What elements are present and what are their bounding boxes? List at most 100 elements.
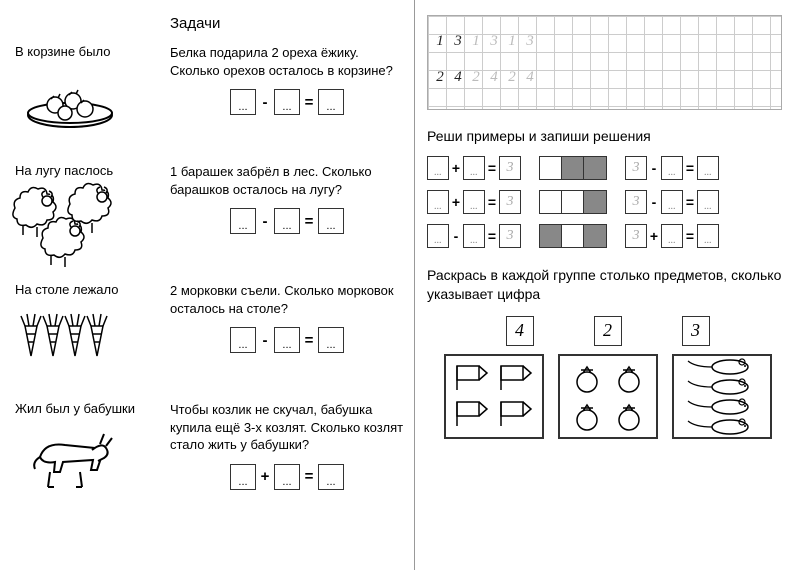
- operand-box[interactable]: ...: [230, 208, 256, 234]
- example-row: ... + ... = 3 3 - ... = ...: [427, 156, 788, 180]
- workbook-spread: Задачи В корзине было: [0, 0, 800, 570]
- pouches-group[interactable]: [558, 354, 658, 439]
- right-page: 1 3 1 3 1 3 2 4 2 4 2 4 Реши примеры и з…: [415, 0, 800, 570]
- operand: 3: [625, 190, 647, 214]
- equals: =: [485, 194, 499, 210]
- mouse-icon: [680, 377, 760, 395]
- result-box[interactable]: ...: [318, 464, 344, 490]
- color-cell: [562, 225, 584, 247]
- flag-icon: [453, 398, 491, 428]
- digit: 1: [431, 33, 449, 51]
- operator: -: [258, 213, 272, 230]
- operand[interactable]: ...: [463, 156, 485, 180]
- operand[interactable]: ...: [661, 156, 683, 180]
- count-number: 3: [682, 316, 710, 346]
- equation-boxes: ... - ... = ...: [230, 208, 404, 234]
- operator: -: [258, 332, 272, 349]
- mice-group[interactable]: [672, 354, 772, 439]
- flags-group[interactable]: [444, 354, 544, 439]
- operator: +: [647, 228, 661, 244]
- result[interactable]: ...: [697, 156, 719, 180]
- task-text: 1 барашек забрёл в лес. Сколько барашков…: [170, 163, 404, 198]
- task-right: Белка подарила 2 ореха ёжику. Сколько ор…: [170, 44, 404, 149]
- operator: +: [449, 194, 463, 210]
- section-solve: Реши примеры и запиши решения: [427, 128, 788, 144]
- mouse-icon: [680, 397, 760, 415]
- digit-trace: 1: [503, 33, 521, 51]
- task-text: Белка подарила 2 ореха ёжику. Сколько ор…: [170, 44, 404, 79]
- operand-box[interactable]: ...: [230, 464, 256, 490]
- pouch-icon: [569, 362, 605, 394]
- result[interactable]: ...: [697, 224, 719, 248]
- result[interactable]: ...: [697, 190, 719, 214]
- pouch-icon: [569, 400, 605, 432]
- operator: -: [647, 160, 661, 176]
- task-left: На столе лежало: [15, 282, 170, 387]
- example-row: ... - ... = 3 3 + ... = ...: [427, 224, 788, 248]
- task-right: Чтобы козлик не скучал, бабушка купила е…: [170, 401, 404, 501]
- equals: =: [683, 194, 697, 210]
- operand-box[interactable]: ...: [230, 327, 256, 353]
- left-equation: ... + ... = 3: [427, 190, 521, 214]
- right-equation: 3 + ... = ...: [625, 224, 719, 248]
- result-box[interactable]: ...: [318, 327, 344, 353]
- color-cell: [584, 225, 606, 247]
- operator: -: [258, 94, 272, 111]
- operand-box[interactable]: ...: [274, 89, 300, 115]
- equals: =: [683, 160, 697, 176]
- color-cell: [562, 191, 584, 213]
- color-cell: [584, 157, 606, 179]
- color-strip: [539, 190, 607, 214]
- result-box[interactable]: ...: [318, 89, 344, 115]
- color-strip: [539, 156, 607, 180]
- flag-icon: [453, 362, 491, 392]
- operand-box[interactable]: ...: [274, 464, 300, 490]
- count-boxes: 4 2 3: [427, 316, 788, 346]
- operand[interactable]: ...: [661, 190, 683, 214]
- digit-trace: 2: [503, 69, 521, 87]
- task-text: Чтобы козлик не скучал, бабушка купила е…: [170, 401, 404, 454]
- operator: -: [647, 194, 661, 210]
- section-color: Раскрась в каждой группе столько предмет…: [427, 266, 788, 304]
- result-box[interactable]: ...: [318, 208, 344, 234]
- digit-trace: 3: [485, 33, 503, 51]
- pouch-icon: [611, 362, 647, 394]
- pouch-icon: [611, 400, 647, 432]
- task-label: На лугу паслось: [15, 163, 170, 178]
- operand[interactable]: ...: [661, 224, 683, 248]
- writing-grid[interactable]: 1 3 1 3 1 3 2 4 2 4 2 4: [427, 15, 782, 110]
- color-strip: [539, 224, 607, 248]
- task-label: В корзине было: [15, 44, 170, 59]
- result: 3: [499, 156, 521, 180]
- right-equation: 3 - ... = ...: [625, 190, 719, 214]
- task-left: В корзине было: [15, 44, 170, 149]
- digit-trace: 4: [521, 69, 539, 87]
- operand-box[interactable]: ...: [274, 208, 300, 234]
- operand[interactable]: ...: [427, 190, 449, 214]
- mouse-icon: [680, 357, 760, 375]
- example-row: ... + ... = 3 3 - ... = ...: [427, 190, 788, 214]
- operator: +: [449, 160, 463, 176]
- operand[interactable]: ...: [463, 190, 485, 214]
- count-number: 2: [594, 316, 622, 346]
- digit-trace: 3: [521, 33, 539, 51]
- task-label: Жил был у бабушки: [15, 401, 170, 416]
- task-left: Жил был у бабушки: [15, 401, 170, 501]
- operand: 3: [625, 224, 647, 248]
- color-cell: [584, 191, 606, 213]
- color-cell: [540, 191, 562, 213]
- basket-nuts-image: [15, 65, 125, 140]
- equals: =: [485, 160, 499, 176]
- equation-boxes: ... - ... = ...: [230, 327, 404, 353]
- operand-box[interactable]: ...: [230, 89, 256, 115]
- operand[interactable]: ...: [463, 224, 485, 248]
- operand[interactable]: ...: [427, 224, 449, 248]
- digit: 4: [449, 69, 467, 87]
- task-row: На столе лежало 2 морковки с: [15, 282, 404, 387]
- writing-row: 2 4 2 4 2 4: [431, 69, 539, 87]
- example-rows: ... + ... = 3 3 - ... = ...: [427, 156, 788, 248]
- operand-box[interactable]: ...: [274, 327, 300, 353]
- tasks-title: Задачи: [170, 15, 404, 32]
- writing-row: 1 3 1 3 1 3: [431, 33, 539, 51]
- operand[interactable]: ...: [427, 156, 449, 180]
